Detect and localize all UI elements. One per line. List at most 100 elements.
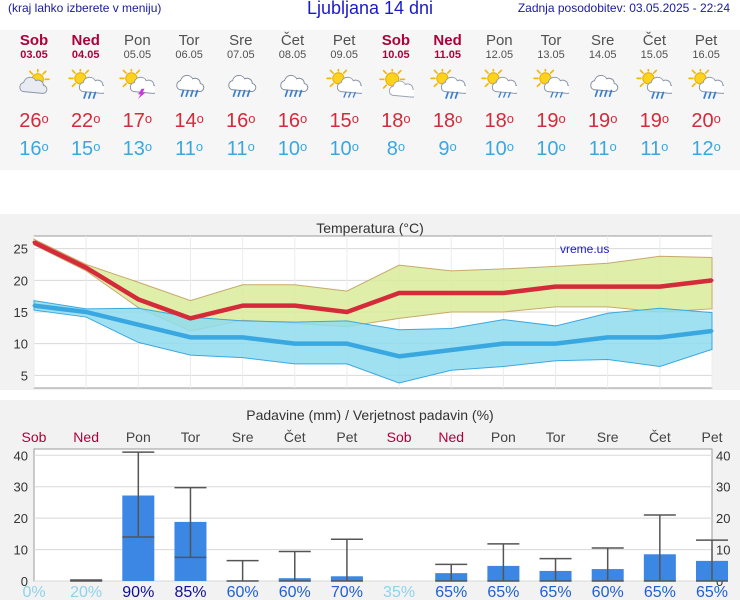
day-name: Čet xyxy=(642,32,667,49)
max-temperature-value: 14 xyxy=(174,110,197,132)
max-temperature: 15o xyxy=(318,110,370,132)
max-temperature: 18o xyxy=(473,110,525,132)
min-temperature-line-point xyxy=(554,342,558,346)
min-temperature-value: 11 xyxy=(588,138,610,160)
day-date: 11.05 xyxy=(434,49,462,61)
min-temperature-line-point xyxy=(188,335,192,339)
sun-rain-icon xyxy=(429,69,466,99)
max-temperature: 19o xyxy=(628,110,680,132)
day-name: Ned xyxy=(433,32,462,49)
sun-light-rain-icon xyxy=(533,69,569,98)
y-tick-label: 20 xyxy=(14,273,28,288)
min-temperature-line-point xyxy=(710,329,714,333)
forecast-day: Sob 10.05 18o 8o xyxy=(370,30,422,170)
min-temperature: 10o xyxy=(318,138,370,160)
min-temperature-value: 16 xyxy=(19,138,42,160)
max-temperature: 19o xyxy=(577,110,629,132)
forecast-day: Tor 06.05 14o 11o xyxy=(163,30,215,170)
degree-symbol: o xyxy=(41,111,49,126)
forecast-day: Sre 07.05 16o 11o xyxy=(215,30,267,170)
y-tick-label-right: 10 xyxy=(716,543,730,558)
min-temperature-line-point xyxy=(449,348,453,352)
min-temperature-value: 15 xyxy=(70,138,94,160)
max-temperature: 14o xyxy=(163,110,215,132)
x-axis-day-label: Pet xyxy=(336,429,357,445)
degree-symbol: o xyxy=(247,139,255,154)
max-temperature-value: 15 xyxy=(329,110,352,132)
day-date: 13.05 xyxy=(537,49,565,61)
precipitation-probability: 85% xyxy=(174,584,206,600)
max-temperature-line-point xyxy=(32,240,36,244)
temperature-chart-title: Temperatura (°C) xyxy=(316,220,424,236)
max-temperature: 22o xyxy=(60,110,112,132)
min-temperature-value: 12 xyxy=(691,138,714,160)
x-axis-day-label: Tor xyxy=(181,429,201,445)
watermark: vreme.us xyxy=(560,242,609,256)
min-temperature-value: 13 xyxy=(122,138,145,160)
min-temperature-value: 10 xyxy=(484,138,507,160)
day-date: 04.05 xyxy=(71,49,100,61)
y-tick-label: 10 xyxy=(14,337,28,352)
x-axis-day-label: Sre xyxy=(597,429,619,445)
min-temperature-value: 11 xyxy=(640,138,662,160)
forecast-day: Pet 16.05 20o 12o xyxy=(680,30,732,170)
precipitation-probability: 60% xyxy=(592,584,624,600)
precipitation-probability: 70% xyxy=(331,584,363,600)
degree-symbol: o xyxy=(449,139,457,154)
degree-symbol: o xyxy=(403,111,411,126)
degree-symbol: o xyxy=(609,139,617,154)
precipitation-probability: 65% xyxy=(435,584,467,600)
forecast-day: Ned 04.05 22o 15o xyxy=(60,30,112,170)
day-name: Tor xyxy=(540,32,562,49)
day-name: Pet xyxy=(694,32,718,49)
degree-symbol: o xyxy=(558,139,566,154)
location-menu-hint[interactable]: (kraj lahko izberete v meniju) xyxy=(8,1,162,15)
x-axis-day-label: Tor xyxy=(546,429,566,445)
min-temperature: 13o xyxy=(111,138,163,160)
forecast-day: Ned 11.05 18o 9o xyxy=(422,30,474,170)
max-temperature-value: 20 xyxy=(691,110,714,132)
min-temperature-value: 9 xyxy=(438,138,450,160)
day-date: 08.05 xyxy=(278,49,307,61)
day-name: Čet xyxy=(280,32,305,49)
max-temperature-value: 18 xyxy=(381,110,404,132)
min-temperature: 11o xyxy=(215,138,267,160)
day-date: 16.05 xyxy=(692,49,720,61)
max-temperature-value: 19 xyxy=(639,110,662,132)
degree-symbol: o xyxy=(661,111,670,126)
min-temperature-line-point xyxy=(241,335,245,339)
precipitation-probability: 65% xyxy=(696,584,728,600)
min-temperature-value: 11 xyxy=(226,138,248,160)
precipitation-chart-title: Padavine (mm) / Verjetnost padavin (%) xyxy=(246,407,493,423)
precipitation-probability: 60% xyxy=(227,584,259,600)
precipitation-chart: Padavine (mm) / Verjetnost padavin (%) So… xyxy=(14,407,731,600)
x-axis-day-label: Ned xyxy=(438,429,464,445)
forecast-day: Pet 09.05 15o 10o xyxy=(318,30,370,170)
day-name: Ned xyxy=(71,32,100,49)
degree-symbol: o xyxy=(506,111,515,126)
degree-symbol: o xyxy=(144,111,153,126)
y-tick-label: 5 xyxy=(21,368,28,383)
cloud-rain-icon xyxy=(279,75,308,98)
min-temperature-line-point xyxy=(606,335,610,339)
forecast-day: Tor 13.05 19o 10o xyxy=(525,30,577,170)
max-temperature-value: 16 xyxy=(226,110,249,132)
degree-symbol: o xyxy=(610,111,618,126)
min-temperature: 8o xyxy=(370,138,422,160)
min-temperature-value: 10 xyxy=(536,138,559,160)
min-temperature-line-point xyxy=(84,310,88,314)
min-temperature-value: 10 xyxy=(329,138,352,160)
max-temperature: 20o xyxy=(680,110,732,132)
day-name: Tor xyxy=(178,32,200,49)
day-name: Sre xyxy=(591,32,615,49)
max-temperature-value: 18 xyxy=(432,110,456,132)
min-temperature: 10o xyxy=(473,138,525,160)
partly-cloudy-icon xyxy=(19,69,50,94)
degree-symbol: o xyxy=(248,111,256,126)
max-temperature: 17o xyxy=(111,110,163,132)
degree-symbol: o xyxy=(661,139,669,154)
min-temperature-line-point xyxy=(293,342,297,346)
degree-symbol: o xyxy=(144,139,153,154)
min-temperature-line-point xyxy=(397,354,401,358)
precipitation-probability: 90% xyxy=(122,584,154,600)
